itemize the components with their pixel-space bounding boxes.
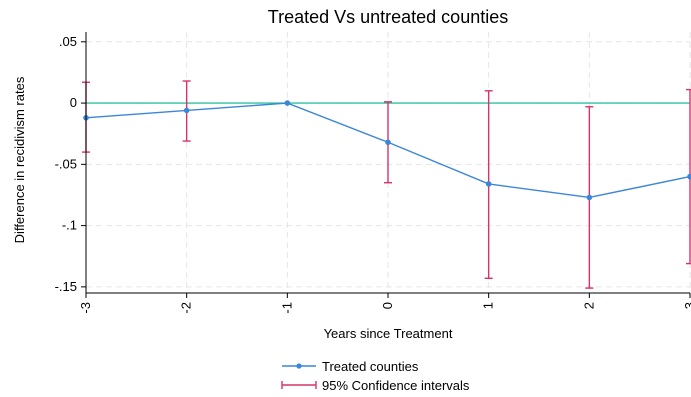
legend-marker-icon xyxy=(296,363,302,369)
x-tick-label: 2 xyxy=(581,302,596,309)
chart-title: Treated Vs untreated counties xyxy=(268,7,508,27)
legend-label-treated: Treated counties xyxy=(322,359,419,374)
x-tick-labels: -3 -2 -1 0 1 2 3 xyxy=(78,293,691,314)
x-tick-label: -1 xyxy=(279,302,294,314)
y-tick-label: .05 xyxy=(59,34,77,49)
data-point xyxy=(284,100,291,106)
x-tick-label: 0 xyxy=(380,302,395,309)
x-tick-label: -3 xyxy=(78,302,93,314)
series-treated-counties xyxy=(83,100,691,201)
y-tick-label: -.1 xyxy=(62,218,77,233)
data-point xyxy=(687,173,691,180)
legend: Treated counties 95% Confidence interval… xyxy=(281,359,470,393)
data-point xyxy=(183,107,190,114)
x-tick-label: 1 xyxy=(481,302,496,309)
y-tick-label: -.15 xyxy=(55,279,77,294)
data-point xyxy=(586,194,593,201)
x-tick-label: 3 xyxy=(682,302,691,309)
x-axis-label: Years since Treatment xyxy=(324,326,453,341)
y-tick-label: 0 xyxy=(70,95,77,110)
legend-label-ci: 95% Confidence intervals xyxy=(322,378,470,393)
data-point xyxy=(385,139,391,146)
x-tick-label: -2 xyxy=(179,302,194,314)
y-tick-labels: .05 0 -.05 -.1 -.15 xyxy=(55,34,86,294)
data-point xyxy=(485,181,492,187)
y-tick-label: -.05 xyxy=(55,156,77,171)
y-axis-label: Difference in recidivism rates xyxy=(12,76,27,243)
